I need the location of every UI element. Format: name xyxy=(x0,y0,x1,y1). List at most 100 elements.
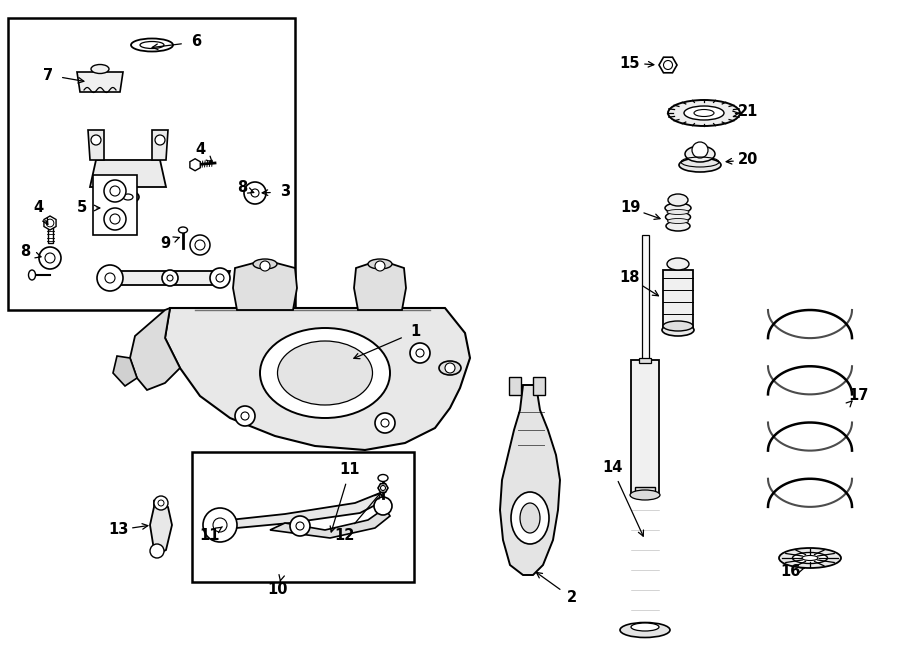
Bar xyxy=(631,360,659,495)
Ellipse shape xyxy=(779,548,841,568)
Bar xyxy=(642,235,649,365)
Polygon shape xyxy=(150,500,172,553)
Circle shape xyxy=(260,261,270,271)
Polygon shape xyxy=(152,130,168,160)
Ellipse shape xyxy=(439,361,461,375)
Circle shape xyxy=(167,275,173,281)
Polygon shape xyxy=(270,508,390,538)
Circle shape xyxy=(374,497,392,515)
Circle shape xyxy=(104,180,126,202)
Text: 11: 11 xyxy=(200,527,220,543)
Text: 3: 3 xyxy=(280,184,290,200)
Circle shape xyxy=(445,363,455,373)
Circle shape xyxy=(110,186,120,196)
Text: 16: 16 xyxy=(779,564,800,580)
Circle shape xyxy=(381,485,385,490)
Ellipse shape xyxy=(668,194,688,206)
Circle shape xyxy=(216,274,224,282)
Circle shape xyxy=(91,135,101,145)
Circle shape xyxy=(251,189,259,197)
Circle shape xyxy=(190,235,210,255)
Circle shape xyxy=(375,261,385,271)
Circle shape xyxy=(105,273,115,283)
Bar xyxy=(8,18,295,310)
Ellipse shape xyxy=(667,258,689,270)
Text: 13: 13 xyxy=(108,522,128,537)
Bar xyxy=(48,225,52,243)
Polygon shape xyxy=(190,159,201,171)
Circle shape xyxy=(203,508,237,542)
Bar xyxy=(635,487,655,493)
Polygon shape xyxy=(103,271,230,285)
Polygon shape xyxy=(233,260,297,310)
Polygon shape xyxy=(354,260,406,310)
Ellipse shape xyxy=(666,221,690,231)
Circle shape xyxy=(97,265,123,291)
Text: 9: 9 xyxy=(160,235,170,251)
Ellipse shape xyxy=(178,227,187,233)
Bar xyxy=(663,270,693,328)
Polygon shape xyxy=(90,160,166,187)
Circle shape xyxy=(213,518,227,532)
Ellipse shape xyxy=(140,42,164,48)
Polygon shape xyxy=(113,356,137,386)
Ellipse shape xyxy=(679,158,721,172)
Ellipse shape xyxy=(685,146,715,162)
Ellipse shape xyxy=(665,212,690,222)
Circle shape xyxy=(235,406,255,426)
Text: 12: 12 xyxy=(335,527,356,543)
Polygon shape xyxy=(378,484,388,492)
Circle shape xyxy=(296,522,304,530)
Ellipse shape xyxy=(793,553,827,563)
Circle shape xyxy=(45,253,55,263)
Text: 6: 6 xyxy=(191,34,201,50)
Text: 7: 7 xyxy=(43,67,53,83)
Ellipse shape xyxy=(694,110,714,116)
Ellipse shape xyxy=(663,321,693,331)
Bar xyxy=(93,175,137,235)
Ellipse shape xyxy=(378,475,388,481)
Ellipse shape xyxy=(802,555,818,561)
Text: 11: 11 xyxy=(340,463,360,477)
Ellipse shape xyxy=(91,65,109,73)
Ellipse shape xyxy=(368,259,392,269)
Circle shape xyxy=(416,349,424,357)
Circle shape xyxy=(692,142,708,158)
Polygon shape xyxy=(77,72,123,92)
Text: 15: 15 xyxy=(620,56,640,71)
Text: 1: 1 xyxy=(410,325,420,340)
Ellipse shape xyxy=(29,270,35,280)
Circle shape xyxy=(104,208,126,230)
Ellipse shape xyxy=(667,210,689,215)
Circle shape xyxy=(162,270,178,286)
Text: 20: 20 xyxy=(738,153,758,167)
Circle shape xyxy=(410,343,430,363)
Bar xyxy=(192,452,414,582)
Polygon shape xyxy=(165,308,470,450)
Text: 21: 21 xyxy=(738,104,758,120)
Ellipse shape xyxy=(662,324,694,336)
Ellipse shape xyxy=(668,219,688,223)
Bar xyxy=(639,358,651,363)
Bar xyxy=(509,377,521,395)
Ellipse shape xyxy=(630,490,660,500)
Ellipse shape xyxy=(123,194,133,200)
Polygon shape xyxy=(215,493,385,530)
Circle shape xyxy=(46,219,54,227)
Ellipse shape xyxy=(277,341,373,405)
Circle shape xyxy=(244,182,266,204)
Ellipse shape xyxy=(620,623,670,637)
Text: 5: 5 xyxy=(76,200,87,215)
Text: 2: 2 xyxy=(567,590,577,605)
Circle shape xyxy=(154,496,168,510)
Polygon shape xyxy=(659,58,677,73)
Ellipse shape xyxy=(511,492,549,544)
Circle shape xyxy=(110,214,120,224)
Text: 18: 18 xyxy=(620,270,640,286)
Text: 8: 8 xyxy=(237,180,248,196)
Polygon shape xyxy=(130,308,180,390)
Circle shape xyxy=(663,61,672,69)
Text: 10: 10 xyxy=(268,582,288,598)
Circle shape xyxy=(39,247,61,269)
Ellipse shape xyxy=(117,190,139,204)
